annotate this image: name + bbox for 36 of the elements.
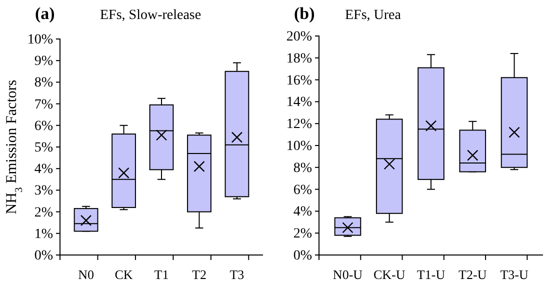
- y-tick-label: 0%: [34, 248, 54, 264]
- x-tick-label: CK: [114, 266, 134, 282]
- y-tick-label: 18%: [286, 51, 312, 66]
- y-tick-label: 7%: [34, 97, 54, 112]
- y-tick-label: 9%: [34, 54, 54, 70]
- y-tick-label: 1%: [34, 226, 54, 242]
- y-tick-label: 10%: [286, 138, 312, 154]
- x-tick-label: N0-U: [332, 266, 364, 282]
- text: (b): [294, 4, 315, 23]
- y-tick-label: 6%: [34, 118, 54, 134]
- y-tick-label: 10%: [27, 32, 54, 48]
- y-tick-label: 4%: [293, 204, 312, 220]
- x-tick-label: T3-U: [500, 266, 529, 282]
- y-tick-label: 6%: [293, 182, 312, 198]
- y-tick-label: 12%: [286, 117, 312, 132]
- y-tick-label: 8%: [34, 76, 54, 91]
- chart-title: EFs, Urea: [345, 8, 402, 23]
- x-tick-label: T2: [192, 266, 206, 282]
- x-tick-label: T2-U: [458, 266, 488, 282]
- y-tick-label: 2%: [34, 205, 54, 220]
- x-tick-label: N0: [78, 266, 94, 282]
- y-tick-label: 16%: [286, 73, 312, 88]
- y-tick-label: 4%: [34, 162, 54, 178]
- y-tick-label: 0%: [293, 248, 312, 264]
- x-tick-label: CK-U: [373, 266, 406, 282]
- x-tick-label: T1-U: [416, 266, 446, 282]
- y-tick-label: 3%: [34, 184, 54, 199]
- y-tick-label: 2%: [293, 226, 312, 242]
- y-tick-label: 8%: [293, 160, 312, 176]
- y-tick-label: 14%: [286, 95, 312, 110]
- y-tick-label: 5%: [34, 140, 54, 156]
- y-tick-label: 20%: [286, 29, 312, 44]
- x-tick-label: T3: [230, 266, 244, 282]
- x-tick-label: T1: [154, 266, 169, 282]
- chart-title: EFs, Slow-release: [100, 8, 202, 23]
- text: (a): [35, 4, 55, 23]
